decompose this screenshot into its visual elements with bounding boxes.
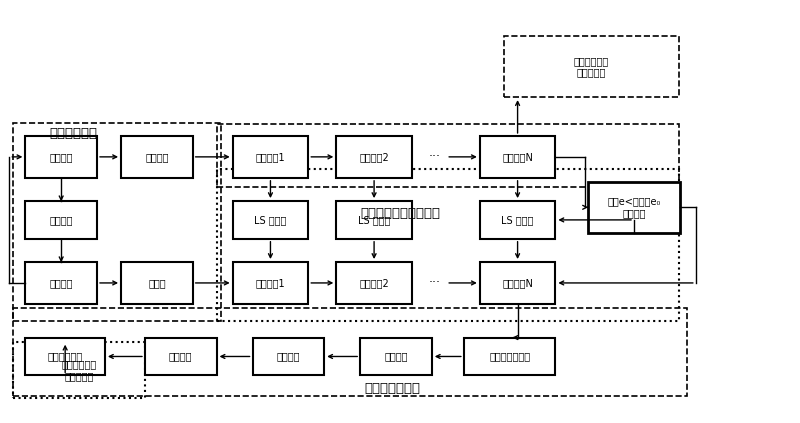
Text: 最优聚焦信号
的实际结果: 最优聚焦信号 的实际结果 (62, 359, 97, 381)
Text: 滤波后的源信号: 滤波后的源信号 (489, 352, 530, 362)
FancyBboxPatch shape (26, 262, 97, 304)
FancyBboxPatch shape (360, 338, 432, 375)
FancyBboxPatch shape (121, 136, 193, 178)
FancyBboxPatch shape (26, 338, 105, 375)
Text: 最优聚焦信号: 最优聚焦信号 (47, 352, 82, 362)
FancyBboxPatch shape (26, 201, 97, 239)
Text: 预滤波器2: 预滤波器2 (359, 152, 389, 162)
Text: 预滤波器2: 预滤波器2 (359, 278, 389, 288)
Text: 误差e<设定值e₀
停止迭代: 误差e<设定值e₀ 停止迭代 (607, 197, 661, 218)
FancyBboxPatch shape (464, 338, 555, 375)
Text: 实际的时反过程: 实际的时反过程 (364, 382, 420, 396)
FancyBboxPatch shape (26, 136, 97, 178)
Text: LS 估计器: LS 估计器 (502, 215, 534, 225)
Text: 预滤波器N: 预滤波器N (502, 278, 533, 288)
FancyBboxPatch shape (588, 182, 680, 233)
FancyBboxPatch shape (480, 201, 555, 239)
FancyBboxPatch shape (480, 262, 555, 304)
Text: 聚焦信号: 聚焦信号 (145, 152, 169, 162)
Text: 预滤波器1: 预滤波器1 (256, 152, 286, 162)
Text: 预滤波器1: 预滤波器1 (256, 278, 286, 288)
Text: 最优聚焦信号
的仿真结果: 最优聚焦信号 的仿真结果 (574, 56, 609, 77)
FancyBboxPatch shape (121, 262, 193, 304)
Text: 格林函数: 格林函数 (169, 352, 193, 362)
Text: LS 估计器: LS 估计器 (358, 215, 390, 225)
FancyBboxPatch shape (336, 136, 412, 178)
Text: 时反训练过程: 时反训练过程 (49, 127, 97, 140)
FancyBboxPatch shape (233, 262, 308, 304)
FancyBboxPatch shape (233, 136, 308, 178)
Text: 时间反转: 时间反转 (277, 352, 300, 362)
Text: ···: ··· (428, 277, 440, 289)
Text: 预滤波器N: 预滤波器N (502, 152, 533, 162)
Text: 格林函数: 格林函数 (50, 278, 73, 288)
Text: 源信号的迭代滤波过程: 源信号的迭代滤波过程 (360, 207, 440, 220)
Text: 源信号: 源信号 (148, 278, 166, 288)
Text: 格林函数: 格林函数 (384, 352, 408, 362)
FancyBboxPatch shape (336, 262, 412, 304)
FancyBboxPatch shape (145, 338, 217, 375)
FancyBboxPatch shape (233, 201, 308, 239)
Text: 时间反转: 时间反转 (50, 215, 73, 225)
Text: LS 估计器: LS 估计器 (254, 215, 286, 225)
Text: ···: ··· (428, 150, 440, 163)
FancyBboxPatch shape (336, 201, 412, 239)
FancyBboxPatch shape (480, 136, 555, 178)
Text: 格林函数: 格林函数 (50, 152, 73, 162)
FancyBboxPatch shape (253, 338, 324, 375)
